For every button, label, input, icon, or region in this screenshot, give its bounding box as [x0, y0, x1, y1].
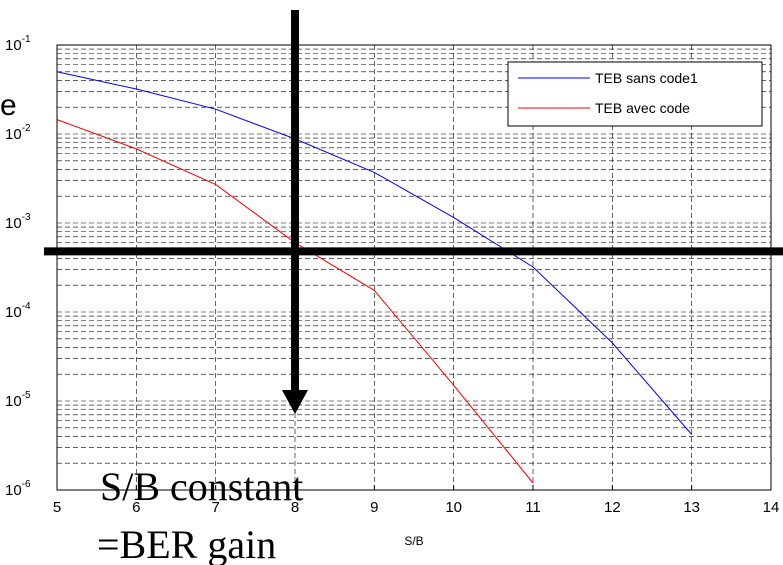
- annotation-layer: [44, 10, 783, 414]
- legend: TEB sans code1 TEB avec code: [507, 61, 763, 127]
- x-tick-label: 13: [683, 499, 700, 516]
- annotation-text-2: =BER gain: [97, 522, 276, 565]
- y-tick-label: 10-1: [5, 34, 31, 54]
- legend-box: [507, 61, 763, 127]
- plot-frame: [56, 44, 772, 491]
- x-tick-label: 9: [370, 499, 378, 516]
- vertical-arrow-head: [282, 390, 308, 414]
- x-tick-label: 5: [53, 499, 61, 516]
- x-tick-label: 14: [763, 499, 780, 516]
- x-tick-label: 8: [291, 499, 299, 516]
- y-tick-label: 10-2: [5, 123, 31, 143]
- annotation-text-1: S/B constant: [100, 464, 303, 509]
- legend-label-sans-code: TEB sans code1: [595, 70, 698, 86]
- x-tick-label: 6: [132, 499, 140, 516]
- x-tick-label: 7: [211, 499, 219, 516]
- y-tick-labels: 10-6 10-5 10-4 10-3 10-2 10-1: [5, 34, 31, 499]
- x-tick-label: 10: [445, 499, 462, 516]
- x-tick-label: 11: [525, 499, 541, 516]
- series-line-sans-code: [56, 71, 693, 435]
- y-tick-label: 10-6: [5, 479, 31, 499]
- x-tick-label: 12: [604, 499, 621, 516]
- x-tick-labels: 5 6 7 8 9 10 11 12 13 14: [53, 485, 780, 516]
- y-axis-label: e: [0, 89, 17, 122]
- y-tick-label: 10-4: [5, 301, 31, 321]
- x-axis-label: S/B: [404, 534, 423, 548]
- y-tick-label: 10-5: [5, 390, 31, 410]
- legend-label-avec-code: TEB avec code: [595, 100, 690, 116]
- y-tick-label: 10-3: [5, 212, 31, 232]
